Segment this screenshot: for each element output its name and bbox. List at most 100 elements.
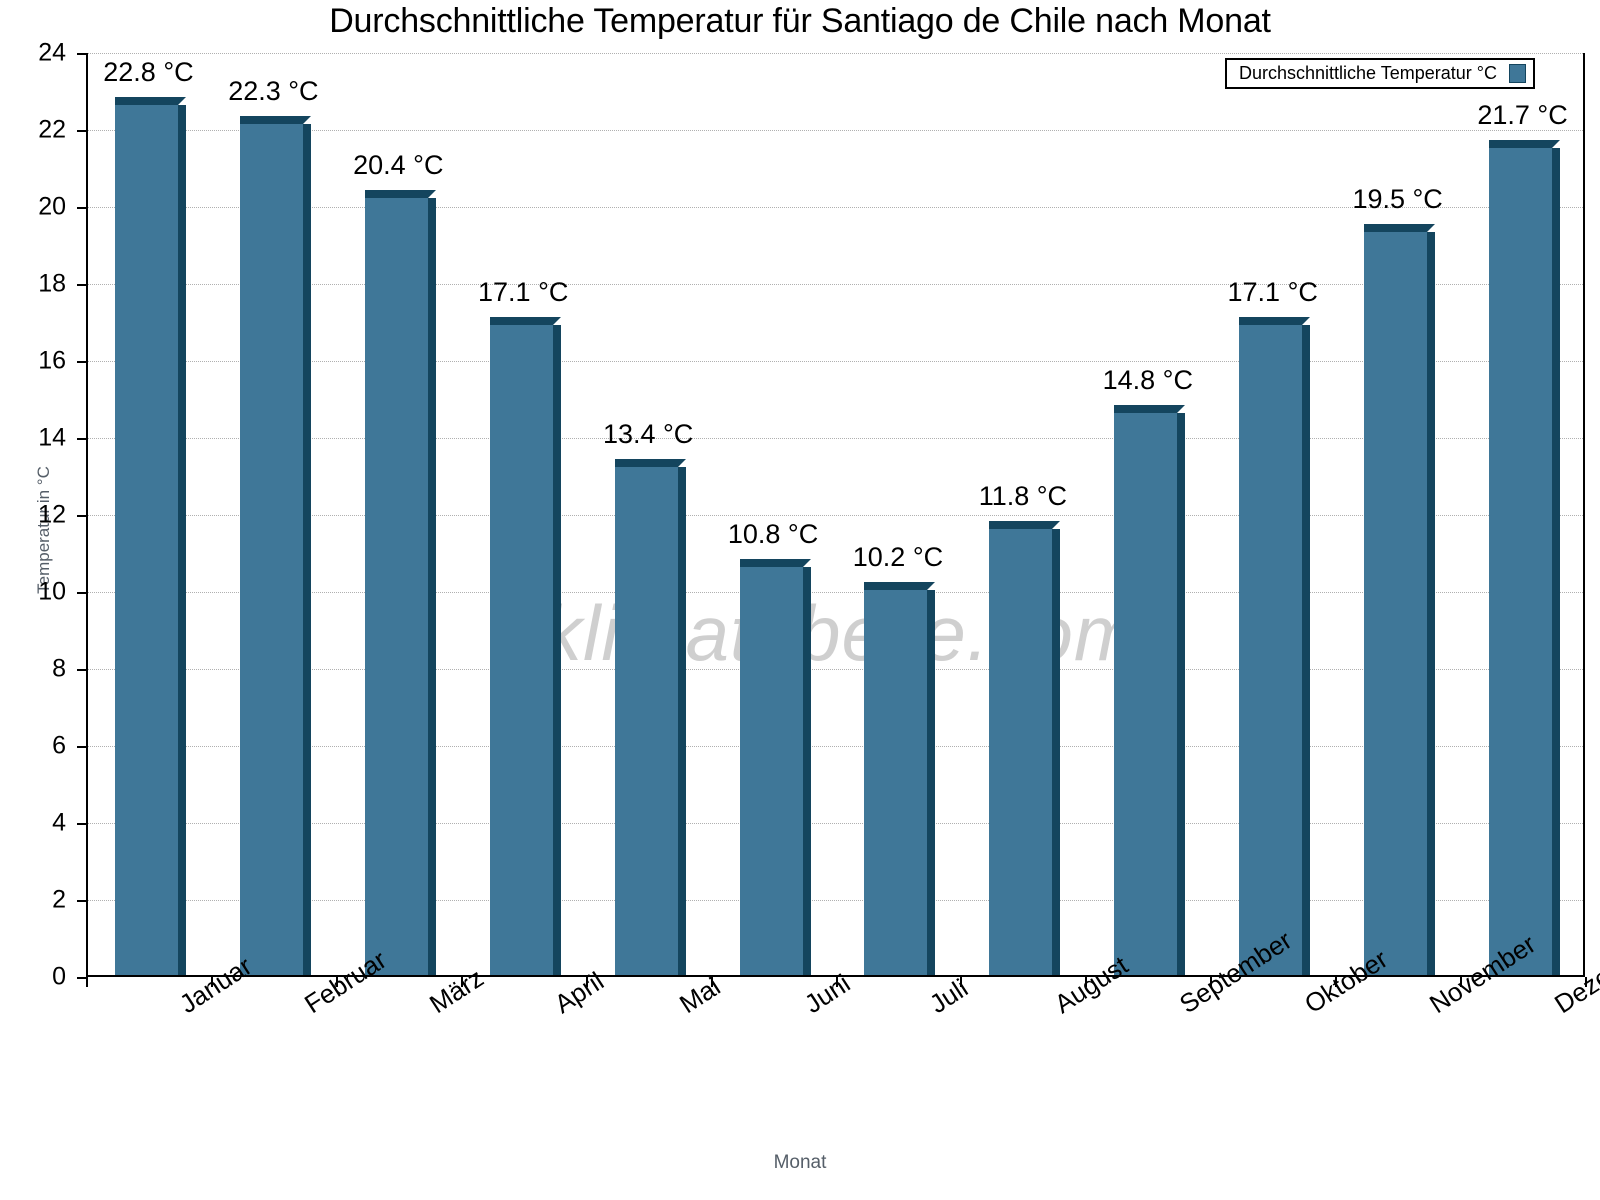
y-tick-mark	[77, 900, 86, 902]
y-tick-mark	[77, 207, 86, 209]
bar[interactable]	[614, 459, 686, 975]
x-tick-mark	[960, 977, 963, 987]
y-tick-label: 14	[38, 423, 66, 452]
gridline	[88, 438, 1583, 439]
x-tick-label: August	[1048, 949, 1134, 1020]
gridline	[88, 361, 1583, 362]
bar-top-face	[739, 559, 803, 568]
bar-top-face	[1364, 224, 1428, 233]
bar-top-bevel	[1177, 405, 1186, 414]
bar[interactable]	[1239, 316, 1311, 975]
y-tick-label: 8	[52, 654, 66, 683]
y-tick-label: 16	[38, 346, 66, 375]
x-tick-mark	[1585, 977, 1587, 987]
x-tick-label: Juli	[923, 972, 974, 1020]
x-tick-mark	[335, 977, 338, 987]
x-tick-label: Januar	[174, 950, 258, 1020]
bar[interactable]	[1489, 139, 1561, 975]
gridline	[88, 669, 1583, 670]
y-tick-mark	[77, 515, 86, 517]
bar-top-face	[989, 520, 1053, 529]
bar-value-label: 14.8 °C	[1102, 365, 1193, 396]
y-tick-mark	[77, 977, 86, 979]
x-tick-mark	[1085, 977, 1088, 987]
bar-front-face	[114, 97, 178, 975]
bar-top-face	[489, 316, 553, 325]
bar[interactable]	[114, 97, 186, 975]
bar-value-label: 13.4 °C	[602, 419, 694, 450]
x-tick-mark	[1335, 977, 1338, 987]
bar-value-label: 10.2 °C	[852, 542, 944, 573]
y-tick-label: 20	[38, 192, 66, 221]
bar-front-face	[1364, 224, 1428, 975]
x-axis-title: Monat	[773, 1152, 827, 1173]
y-tick-mark	[77, 438, 86, 440]
x-tick-label: Dezember	[1548, 928, 1600, 1020]
bar[interactable]	[864, 582, 936, 975]
bar[interactable]	[739, 559, 811, 975]
x-tick-mark	[1460, 977, 1463, 987]
bar-top-face	[364, 189, 428, 198]
y-tick-label: 2	[52, 885, 66, 914]
y-tick-label: 10	[38, 577, 66, 606]
bar-front-face	[364, 189, 428, 975]
y-tick-mark	[77, 592, 86, 594]
bar[interactable]	[1364, 224, 1436, 975]
chart-title: Durchschnittliche Temperatur für Santiag…	[329, 2, 1271, 40]
y-tick-mark	[77, 823, 86, 825]
x-tick-mark	[710, 977, 713, 987]
bar-value-label: 19.5 °C	[1352, 184, 1443, 215]
bar-top-face	[614, 459, 678, 468]
legend[interactable]: Durchschnittliche Temperatur °C	[1225, 58, 1535, 89]
bar-top-bevel	[1052, 520, 1061, 529]
bar-value-label: 22.8 °C	[103, 57, 194, 88]
bar-side-face	[677, 467, 686, 975]
bar-front-face	[989, 520, 1053, 975]
bar-top-face	[1114, 405, 1178, 414]
bar-front-face	[614, 459, 678, 975]
gridline	[88, 130, 1583, 131]
x-tick-label: November	[1423, 928, 1541, 1020]
x-tick-label: Oktober	[1298, 943, 1393, 1020]
y-tick-label: 4	[52, 808, 66, 837]
y-tick-label: 0	[52, 962, 66, 991]
bar-front-face	[864, 582, 928, 975]
gridline	[88, 823, 1583, 824]
bar-top-face	[1489, 139, 1553, 148]
bar-side-face	[1427, 232, 1436, 975]
bar-side-face	[1552, 147, 1561, 975]
gridline	[88, 900, 1583, 901]
x-tick-label: April	[549, 965, 610, 1020]
x-tick-mark	[585, 977, 588, 987]
bar-front-face	[1489, 139, 1553, 975]
bar-value-label: 10.8 °C	[727, 519, 819, 550]
bar-side-face	[552, 324, 561, 975]
x-tick-label: Juni	[799, 968, 856, 1020]
bar-top-bevel	[927, 582, 936, 591]
y-tick-label: 12	[38, 500, 66, 529]
bar-front-face	[739, 559, 803, 975]
x-tick-mark	[1210, 977, 1213, 987]
bar-value-label: 20.4 °C	[353, 149, 444, 180]
bar[interactable]	[364, 189, 436, 975]
x-tick-label: März	[424, 962, 490, 1020]
bar[interactable]	[239, 116, 311, 975]
bar[interactable]	[989, 520, 1061, 975]
bar[interactable]	[489, 316, 561, 975]
bar-top-bevel	[1552, 139, 1561, 148]
bar-side-face	[427, 197, 436, 975]
y-tick-label: 24	[38, 38, 66, 67]
bar[interactable]	[1114, 405, 1186, 975]
x-tick-label: Mai	[674, 971, 726, 1020]
bar-top-bevel	[427, 189, 436, 198]
bar-top-face	[114, 97, 178, 106]
bar-top-bevel	[677, 459, 686, 468]
bar-front-face	[1239, 316, 1303, 975]
x-tick-label: Februar	[299, 944, 393, 1020]
x-tick-mark	[835, 977, 838, 987]
bar-top-face	[1239, 316, 1303, 325]
legend-color-swatch	[1508, 64, 1526, 83]
bar-top-bevel	[1302, 316, 1311, 325]
gridline	[88, 53, 1583, 54]
